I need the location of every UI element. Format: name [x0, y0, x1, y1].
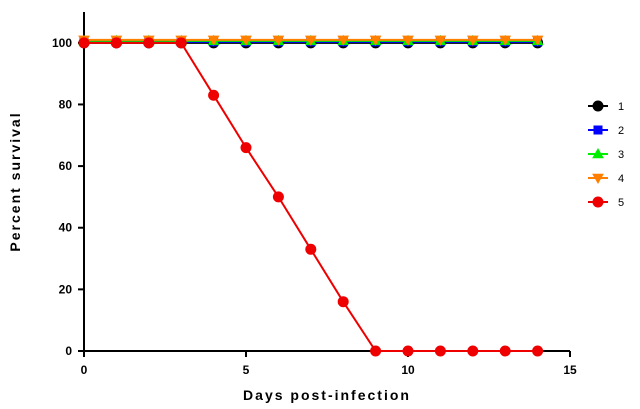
data-point-4 [402, 35, 414, 46]
data-point-5 [272, 191, 284, 203]
series-line-5 [84, 41, 538, 352]
data-point-5 [143, 37, 155, 49]
legend-item-5: 5 [588, 196, 624, 209]
data-point-4 [434, 35, 447, 46]
legend-marker [592, 173, 604, 185]
x-tick-label: 10 [401, 363, 415, 377]
data-point-5 [240, 142, 252, 154]
y-tick-label: 100 [52, 36, 72, 50]
data-point-4 [337, 35, 350, 46]
legend-marker [593, 125, 603, 135]
data-point-5 [370, 345, 382, 357]
data-point-5 [175, 37, 187, 49]
data-point-4 [240, 35, 252, 46]
legend-label: 2 [618, 125, 624, 137]
data-point-4 [466, 35, 479, 46]
data-point-4 [207, 35, 220, 46]
legend-item-2: 2 [588, 125, 624, 137]
x-tick-label: 15 [563, 363, 577, 377]
y-tick-label: 0 [65, 344, 72, 358]
y-axis-title: Percent survival [7, 111, 23, 251]
data-point-5 [402, 345, 414, 357]
legend-label: 1 [618, 101, 624, 113]
x-tick-label: 0 [81, 363, 88, 377]
data-point-5 [499, 345, 511, 357]
y-tick-label: 20 [59, 282, 73, 296]
legend-label: 4 [618, 173, 624, 185]
y-tick-label: 60 [59, 159, 73, 173]
data-point-5 [532, 345, 544, 357]
legend-marker [592, 100, 604, 112]
series-layer [78, 34, 544, 357]
x-tick-label: 5 [243, 363, 250, 377]
series-4 [78, 35, 544, 46]
y-axis-ticks: 0 20 40 60 80 100 [52, 36, 84, 358]
data-point-4 [499, 35, 512, 46]
data-point-4 [369, 35, 382, 46]
data-point-5 [78, 37, 90, 49]
x-axis-title: Days post-infection [243, 387, 411, 403]
legend-item-3: 3 [588, 147, 624, 161]
legend-label: 5 [618, 197, 624, 209]
legend-item-1: 1 [588, 100, 624, 113]
data-point-4 [304, 35, 317, 46]
data-point-4 [531, 35, 544, 46]
data-point-5 [434, 345, 446, 357]
y-tick-label: 40 [59, 221, 73, 235]
series-5 [78, 37, 544, 357]
axes: 0 20 40 60 80 100 0 5 10 15 [52, 12, 577, 377]
data-point-5 [467, 345, 479, 357]
data-point-5 [208, 89, 220, 101]
legend: 1 2 3 4 5 [588, 100, 624, 209]
data-point-4 [272, 35, 285, 46]
legend-label: 3 [618, 149, 624, 161]
y-tick-label: 80 [59, 97, 73, 111]
legend-marker [592, 147, 604, 159]
data-point-5 [337, 296, 349, 308]
data-point-5 [110, 37, 122, 49]
legend-item-4: 4 [588, 173, 624, 185]
legend-marker [592, 196, 604, 208]
data-point-5 [305, 243, 317, 255]
